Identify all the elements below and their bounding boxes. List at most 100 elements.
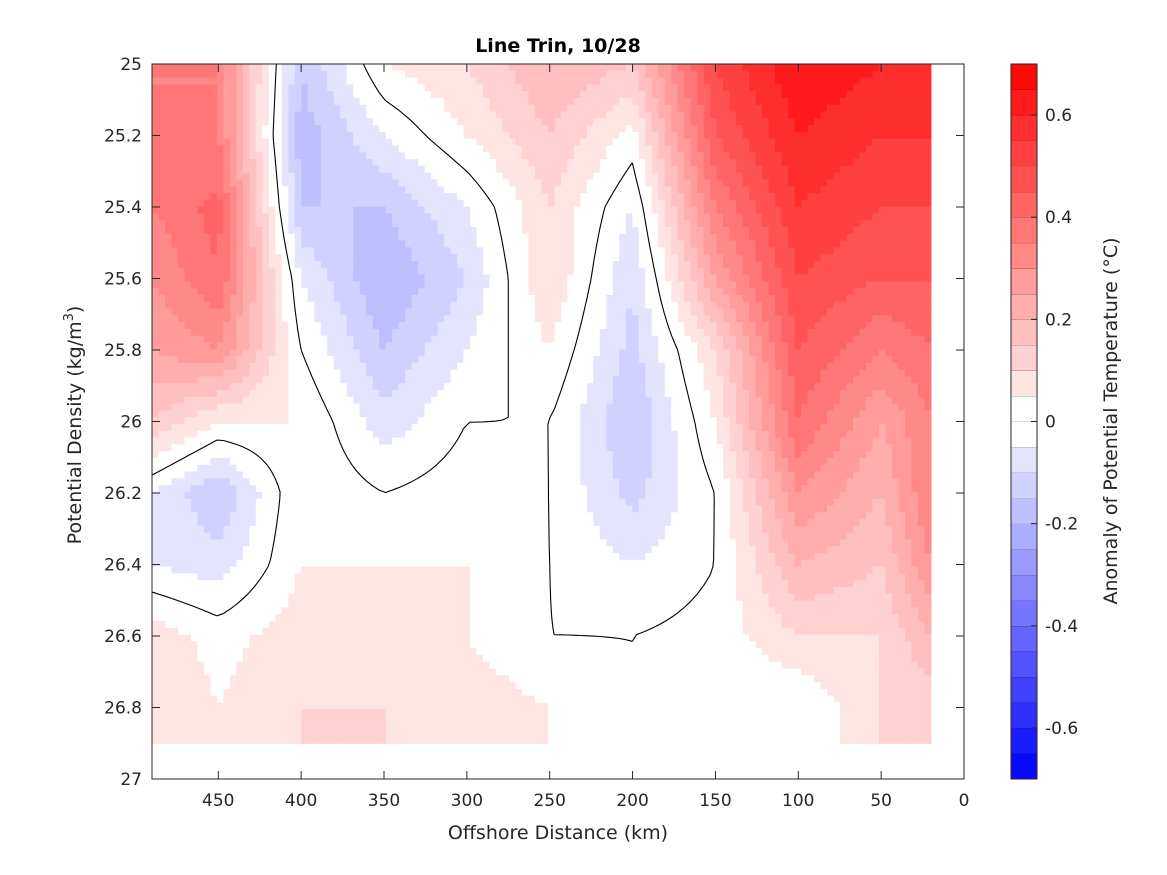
heatmap-cell (891, 274, 899, 282)
heatmap-cell (255, 159, 263, 167)
heatmap-cell (262, 91, 270, 99)
heatmap-cell (917, 125, 925, 133)
heatmap-cell (418, 186, 426, 194)
heatmap-cell (203, 281, 212, 289)
heatmap-cell (801, 294, 809, 303)
heatmap-cell (852, 91, 861, 99)
heatmap-cell (573, 77, 581, 85)
heatmap-cell (872, 267, 880, 276)
heatmap-cell (872, 138, 880, 147)
heatmap-cell (489, 97, 497, 106)
heatmap-cell (807, 294, 815, 303)
heatmap-cell (359, 206, 367, 215)
heatmap-cell (177, 111, 186, 119)
heatmap-cell (788, 77, 796, 85)
heatmap-cell (781, 104, 789, 113)
heatmap-cell (392, 254, 400, 262)
heatmap-cell (229, 315, 237, 323)
heatmap-cell (710, 227, 718, 235)
heatmap-cell (450, 301, 458, 310)
heatmap-cell (794, 84, 802, 92)
heatmap-cell (508, 70, 517, 79)
heatmap-cell (534, 260, 543, 269)
heatmap-cell (307, 247, 315, 255)
heatmap-cell (431, 328, 439, 337)
heatmap-cell (288, 118, 296, 126)
heatmap-cell (470, 199, 478, 208)
heatmap-cell (839, 104, 848, 113)
heatmap-cell (703, 111, 711, 119)
heatmap-cell (314, 301, 322, 310)
heatmap-cell (898, 233, 906, 242)
heatmap-cell (788, 104, 796, 113)
heatmap-cell (424, 274, 432, 282)
heatmap-cell (229, 193, 237, 201)
heatmap-cell (249, 274, 257, 282)
heatmap-cell (405, 97, 413, 106)
heatmap-cell (242, 274, 250, 282)
heatmap-cell (723, 131, 731, 140)
heatmap-cell (275, 328, 283, 337)
heatmap-cell (619, 254, 627, 262)
heatmap-cell (444, 328, 452, 337)
heatmap-cell (859, 179, 867, 187)
heatmap-cell (664, 247, 672, 255)
heatmap-cell (457, 315, 465, 323)
heatmap-cell (865, 199, 874, 208)
heatmap-cell (437, 104, 445, 113)
heatmap-cell (236, 315, 244, 323)
heatmap-cell (242, 213, 250, 221)
heatmap-cell (898, 104, 906, 113)
heatmap-cell (171, 77, 179, 85)
heatmap-cell (807, 322, 815, 330)
heatmap-cell (320, 260, 328, 269)
heatmap-cell (197, 193, 205, 201)
heatmap-cell (534, 77, 543, 85)
heatmap-cell (781, 64, 789, 72)
heatmap-cell (327, 111, 335, 119)
heatmap-cell (385, 328, 393, 337)
heatmap-cell (865, 186, 874, 194)
heatmap-cell (197, 308, 205, 316)
heatmap-cell (177, 288, 186, 296)
heatmap-cell (619, 308, 627, 316)
heatmap-cell (762, 213, 770, 221)
heatmap-cell (859, 165, 867, 174)
heatmap-cell (599, 328, 607, 337)
heatmap-cell (353, 172, 361, 181)
heatmap-cell (833, 172, 841, 181)
heatmap-cell (586, 267, 594, 276)
heatmap-cell (281, 97, 289, 106)
heatmap-cell (567, 274, 575, 282)
heatmap-cell (398, 288, 406, 296)
heatmap-cell (872, 206, 880, 215)
heatmap-cell (814, 193, 822, 201)
heatmap-cell (833, 165, 841, 174)
heatmap-cell (755, 315, 763, 323)
heatmap-cell (444, 260, 452, 269)
heatmap-cell (827, 322, 835, 330)
heatmap-cell (567, 288, 575, 296)
heatmap-cell (898, 322, 906, 330)
heatmap-cell (541, 199, 549, 208)
heatmap-cell (470, 138, 478, 147)
heatmap-cell (736, 240, 744, 248)
heatmap-cell (917, 328, 925, 337)
heatmap-cell (625, 328, 633, 337)
heatmap-cell (632, 206, 640, 215)
heatmap-cell (872, 315, 880, 323)
heatmap-cell (885, 131, 893, 140)
heatmap-cell (820, 308, 828, 316)
heatmap-cell (223, 125, 231, 133)
heatmap-cell (158, 288, 166, 296)
heatmap-cell (625, 233, 633, 242)
heatmap-cell (496, 254, 504, 262)
heatmap-cell (262, 179, 270, 187)
heatmap-cell (827, 159, 835, 167)
heatmap-cell (749, 301, 757, 310)
heatmap-cell (541, 131, 549, 140)
heatmap-cell (762, 315, 770, 323)
heatmap-cell (528, 315, 536, 323)
heatmap-cell (164, 220, 173, 228)
heatmap-cell (223, 213, 231, 221)
